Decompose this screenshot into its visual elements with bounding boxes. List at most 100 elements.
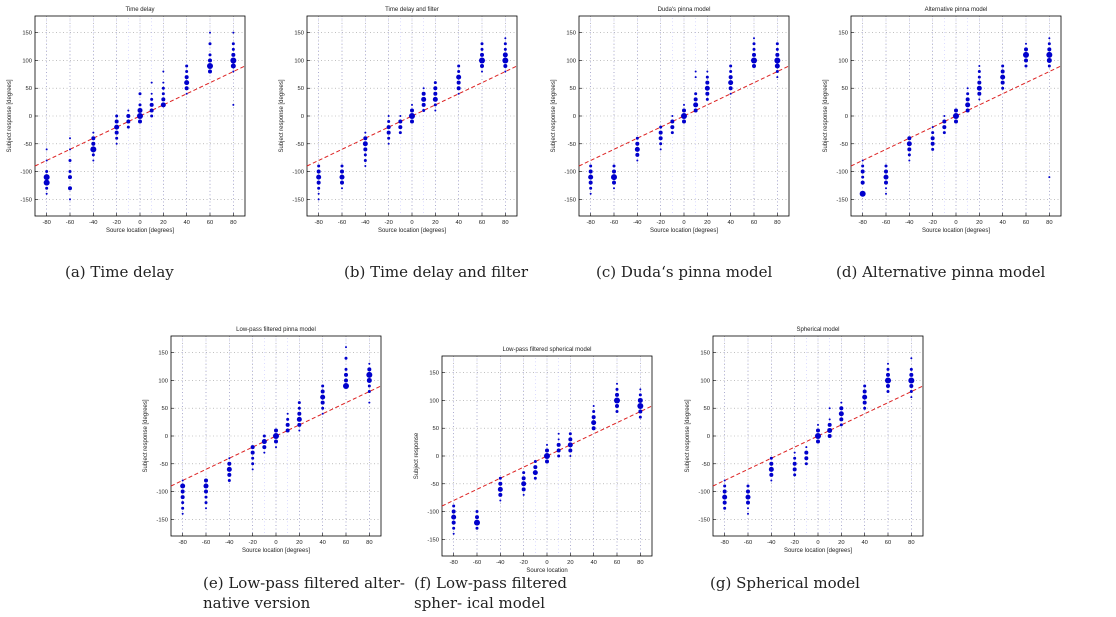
data-point: [615, 387, 619, 391]
data-point: [340, 180, 344, 185]
data-point: [557, 454, 561, 458]
y-tick-label: -50: [431, 482, 439, 488]
y-tick-label: 100: [566, 58, 576, 64]
data-point: [421, 96, 427, 102]
data-point: [817, 423, 819, 426]
data-point: [321, 384, 325, 388]
y-tick-label: 50: [298, 86, 304, 92]
data-point: [398, 119, 403, 124]
data-point: [386, 125, 391, 130]
data-point: [1048, 176, 1051, 179]
data-point: [1000, 80, 1005, 85]
data-point: [1023, 51, 1029, 58]
data-point: [884, 164, 888, 168]
y-tick-label: 0: [573, 114, 576, 120]
x-tick-label: -40: [496, 560, 504, 566]
data-point: [828, 407, 831, 410]
caption-a: (a) Time delay: [65, 263, 174, 281]
data-point: [433, 86, 438, 91]
data-point: [966, 87, 969, 90]
data-point: [162, 81, 165, 84]
data-point: [1001, 64, 1005, 68]
y-tick-label: -100: [20, 170, 32, 176]
chart-title: Alternative pinna model: [925, 7, 988, 13]
data-point: [230, 63, 236, 69]
data-point: [452, 504, 456, 508]
data-point: [203, 483, 209, 489]
y-axis-label: Subject response [degrees]: [143, 399, 149, 472]
x-tick-label: -20: [790, 540, 798, 546]
data-point: [45, 186, 49, 190]
data-point: [694, 76, 697, 79]
data-point: [588, 180, 593, 185]
x-tick-label: 60: [207, 220, 213, 226]
y-tick-label: -50: [702, 462, 710, 468]
data-point: [906, 141, 912, 147]
data-point: [804, 456, 809, 461]
chart-title: Time delay: [125, 7, 154, 13]
x-axis-label: Source location [degrees]: [784, 548, 852, 554]
data-point: [747, 512, 749, 515]
data-point: [613, 187, 615, 190]
data-point: [886, 372, 890, 377]
data-point: [343, 383, 349, 389]
data-point: [637, 403, 644, 409]
x-tick-label: -40: [767, 540, 775, 546]
data-point: [775, 47, 779, 51]
chart-title: Low-pass filtered pinna model: [236, 327, 316, 333]
data-point: [746, 484, 750, 488]
data-point: [114, 119, 119, 124]
data-point: [863, 384, 867, 388]
data-point: [126, 125, 130, 129]
data-point: [250, 450, 255, 455]
data-point: [694, 92, 698, 96]
data-point: [127, 109, 130, 112]
data-point: [556, 448, 561, 453]
data-point: [658, 130, 663, 135]
data-point: [769, 456, 773, 460]
data-point: [1000, 69, 1005, 74]
y-tick-label: 0: [165, 434, 168, 440]
figure-e: Low-pass filtered pinna model -80 -60 -40 -2…: [136, 320, 406, 565]
data-point: [639, 388, 642, 391]
x-tick-label: 40: [590, 560, 596, 566]
x-tick-label: -40: [633, 220, 641, 226]
data-point: [965, 108, 970, 113]
data-point: [861, 175, 865, 179]
data-point: [616, 382, 618, 385]
data-point: [456, 86, 461, 91]
data-point: [931, 131, 935, 135]
data-point: [522, 493, 525, 496]
x-tick-label: 20: [838, 540, 844, 546]
data-point: [296, 416, 302, 422]
data-point: [475, 515, 479, 520]
data-point: [368, 362, 371, 365]
data-point: [1000, 74, 1006, 80]
data-point: [180, 495, 185, 500]
data-point: [521, 487, 526, 492]
data-point: [588, 169, 593, 174]
data-point: [728, 75, 733, 80]
data-point: [363, 153, 367, 157]
data-point: [612, 169, 616, 174]
data-point: [475, 510, 479, 514]
data-point: [232, 103, 235, 106]
data-point: [634, 146, 640, 152]
data-point: [533, 476, 537, 480]
data-point: [503, 47, 507, 51]
x-tick-label: -80: [314, 220, 322, 226]
data-point: [706, 70, 709, 73]
data-point: [611, 174, 617, 181]
data-point: [115, 142, 118, 145]
data-point: [149, 102, 154, 107]
data-point: [931, 147, 935, 151]
data-point: [977, 80, 982, 85]
data-point: [398, 131, 402, 135]
data-point: [181, 479, 184, 482]
data-point: [115, 136, 119, 140]
data-point: [387, 136, 391, 140]
data-point: [262, 445, 267, 450]
data-point: [138, 119, 142, 124]
data-point: [728, 80, 734, 86]
chart-title: Spherical model: [796, 327, 839, 333]
